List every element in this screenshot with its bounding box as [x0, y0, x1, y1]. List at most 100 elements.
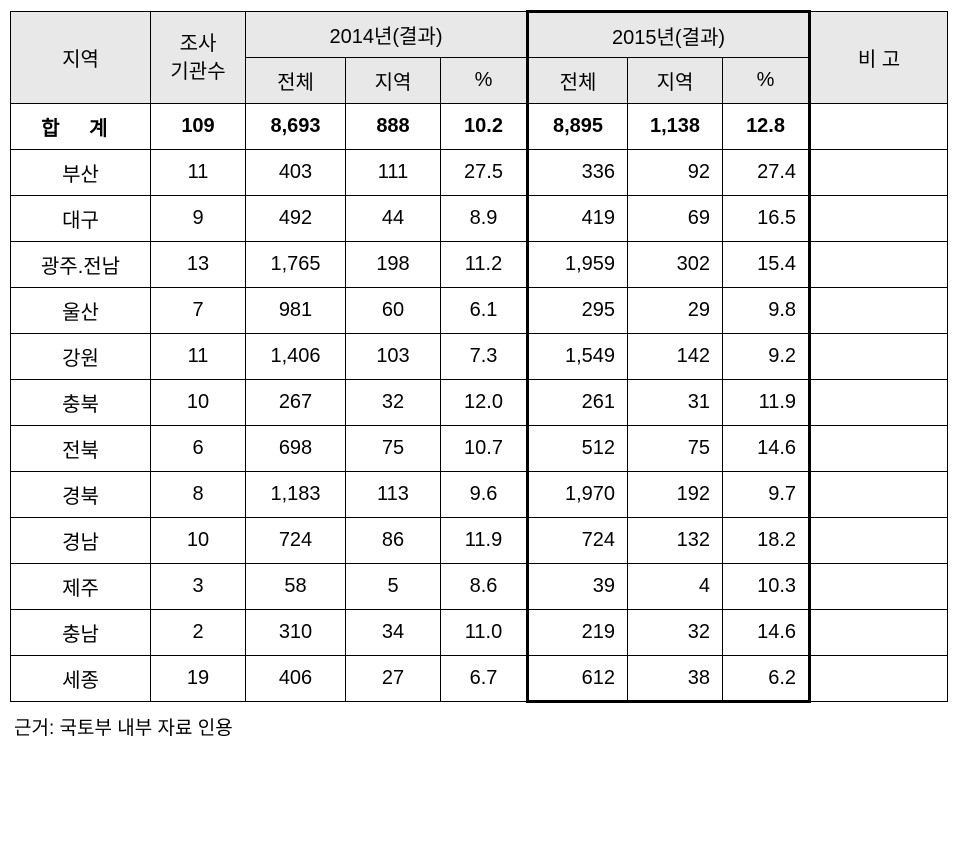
cell-region: 경남	[11, 518, 151, 564]
cell-2015-pct: 9.2	[723, 334, 810, 380]
cell-2015-area: 32	[628, 610, 723, 656]
totals-count: 109	[151, 104, 246, 150]
cell-2014-area: 113	[346, 472, 441, 518]
header-2014-total: 전체	[246, 58, 346, 104]
header-2014-percent: %	[441, 58, 528, 104]
cell-2014-area: 103	[346, 334, 441, 380]
header-2015-percent: %	[723, 58, 810, 104]
cell-2014-pct: 10.7	[441, 426, 528, 472]
cell-2014-total: 492	[246, 196, 346, 242]
cell-count: 11	[151, 150, 246, 196]
cell-count: 7	[151, 288, 246, 334]
cell-2015-pct: 14.6	[723, 426, 810, 472]
cell-2014-total: 1,765	[246, 242, 346, 288]
cell-2014-area: 44	[346, 196, 441, 242]
cell-2015-total: 612	[528, 656, 628, 702]
cell-2014-pct: 9.6	[441, 472, 528, 518]
cell-count: 10	[151, 518, 246, 564]
table-row: 강원111,4061037.31,5491429.2	[11, 334, 948, 380]
cell-2014-total: 403	[246, 150, 346, 196]
cell-count: 2	[151, 610, 246, 656]
cell-2014-total: 310	[246, 610, 346, 656]
cell-2015-total: 261	[528, 380, 628, 426]
cell-note	[810, 426, 948, 472]
cell-note	[810, 242, 948, 288]
cell-count: 6	[151, 426, 246, 472]
cell-2015-total: 724	[528, 518, 628, 564]
header-2015-total: 전체	[528, 58, 628, 104]
cell-note	[810, 610, 948, 656]
cell-note	[810, 196, 948, 242]
cell-2015-total: 1,959	[528, 242, 628, 288]
totals-2015-pct: 12.8	[723, 104, 810, 150]
cell-2015-area: 302	[628, 242, 723, 288]
cell-region: 대구	[11, 196, 151, 242]
cell-2015-total: 1,549	[528, 334, 628, 380]
cell-count: 8	[151, 472, 246, 518]
cell-count: 19	[151, 656, 246, 702]
cell-2014-area: 60	[346, 288, 441, 334]
table-row: 충남23103411.02193214.6	[11, 610, 948, 656]
cell-2015-pct: 11.9	[723, 380, 810, 426]
cell-region: 세종	[11, 656, 151, 702]
cell-2014-pct: 11.9	[441, 518, 528, 564]
cell-2015-pct: 9.7	[723, 472, 810, 518]
cell-2014-pct: 27.5	[441, 150, 528, 196]
totals-2014-area: 888	[346, 104, 441, 150]
cell-2015-total: 219	[528, 610, 628, 656]
cell-2015-pct: 18.2	[723, 518, 810, 564]
cell-2015-pct: 9.8	[723, 288, 810, 334]
cell-2015-pct: 10.3	[723, 564, 810, 610]
cell-2014-total: 724	[246, 518, 346, 564]
cell-region: 제주	[11, 564, 151, 610]
cell-2015-total: 419	[528, 196, 628, 242]
cell-2015-pct: 14.6	[723, 610, 810, 656]
cell-note	[810, 380, 948, 426]
cell-2014-pct: 7.3	[441, 334, 528, 380]
header-survey-count: 조사 기관수	[151, 12, 246, 104]
totals-note	[810, 104, 948, 150]
header-row-1: 지역 조사 기관수 2014년(결과) 2015년(결과) 비 고	[11, 12, 948, 58]
cell-2014-area: 75	[346, 426, 441, 472]
cell-2015-area: 31	[628, 380, 723, 426]
table-row: 울산7981606.1295299.8	[11, 288, 948, 334]
cell-count: 9	[151, 196, 246, 242]
totals-row: 합 계 109 8,693 888 10.2 8,895 1,138 12.8	[11, 104, 948, 150]
header-2014-area: 지역	[346, 58, 441, 104]
cell-2015-pct: 6.2	[723, 656, 810, 702]
table-row: 부산1140311127.53369227.4	[11, 150, 948, 196]
cell-count: 10	[151, 380, 246, 426]
cell-2014-pct: 6.7	[441, 656, 528, 702]
cell-2014-pct: 11.0	[441, 610, 528, 656]
cell-2015-total: 295	[528, 288, 628, 334]
cell-2014-total: 981	[246, 288, 346, 334]
cell-2015-area: 69	[628, 196, 723, 242]
table-row: 경남107248611.972413218.2	[11, 518, 948, 564]
totals-2014-pct: 10.2	[441, 104, 528, 150]
header-note: 비 고	[810, 12, 948, 104]
table-row: 세종19406276.7612386.2	[11, 656, 948, 702]
cell-2015-area: 38	[628, 656, 723, 702]
cell-region: 광주.전남	[11, 242, 151, 288]
cell-count: 11	[151, 334, 246, 380]
cell-2015-area: 192	[628, 472, 723, 518]
cell-2014-pct: 12.0	[441, 380, 528, 426]
table-row: 제주35858.639410.3	[11, 564, 948, 610]
cell-note	[810, 656, 948, 702]
cell-2015-pct: 16.5	[723, 196, 810, 242]
cell-region: 울산	[11, 288, 151, 334]
cell-2014-area: 5	[346, 564, 441, 610]
cell-2014-pct: 6.1	[441, 288, 528, 334]
table-row: 경북81,1831139.61,9701929.7	[11, 472, 948, 518]
cell-region: 경북	[11, 472, 151, 518]
cell-2015-total: 1,970	[528, 472, 628, 518]
cell-2015-area: 132	[628, 518, 723, 564]
cell-note	[810, 334, 948, 380]
cell-2014-total: 267	[246, 380, 346, 426]
cell-region: 충남	[11, 610, 151, 656]
totals-2015-total: 8,895	[528, 104, 628, 150]
totals-2015-area: 1,138	[628, 104, 723, 150]
cell-note	[810, 518, 948, 564]
cell-2014-total: 1,406	[246, 334, 346, 380]
header-year2015: 2015년(결과)	[528, 12, 810, 58]
